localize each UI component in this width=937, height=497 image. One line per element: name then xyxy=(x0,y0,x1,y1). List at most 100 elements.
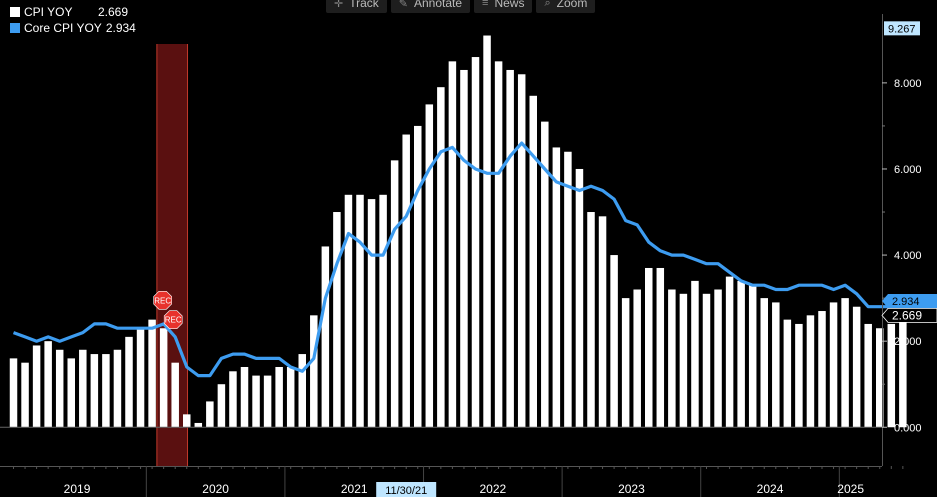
recession-marker-label: REC xyxy=(165,316,182,325)
cpi-bar[interactable] xyxy=(217,384,226,428)
cpi-bar[interactable] xyxy=(344,194,353,428)
cpi-bar[interactable] xyxy=(183,414,191,428)
cpi-bar[interactable] xyxy=(714,289,722,428)
x-tick-label: 2021 xyxy=(341,482,368,496)
cpi-bar[interactable] xyxy=(772,302,780,428)
core-cpi-line[interactable] xyxy=(12,141,904,378)
cpi-bar[interactable] xyxy=(125,336,133,428)
cpi-bar[interactable] xyxy=(795,323,803,428)
cpi-bar[interactable] xyxy=(448,61,457,428)
cpi-bar[interactable] xyxy=(691,280,699,428)
cpi-bar[interactable] xyxy=(725,276,734,428)
cpi-bar[interactable] xyxy=(206,401,214,428)
cpi-bar[interactable] xyxy=(529,95,538,428)
cpi-bar[interactable] xyxy=(356,194,364,428)
cpi-bar[interactable] xyxy=(541,121,549,428)
recession-marker-icon[interactable] xyxy=(163,310,183,329)
cpi-bar[interactable] xyxy=(425,104,434,428)
cpi-bar[interactable] xyxy=(818,311,826,428)
cpi-bar[interactable] xyxy=(852,306,861,428)
cpi-bar[interactable] xyxy=(471,57,480,428)
cpi-bar[interactable] xyxy=(575,168,584,428)
cpi-bar[interactable] xyxy=(32,345,41,428)
cpi-bar[interactable] xyxy=(275,366,283,428)
cpi-bar[interactable] xyxy=(229,371,237,428)
cpi-bar[interactable] xyxy=(668,289,676,428)
cpi-bar[interactable] xyxy=(506,69,514,428)
cpi-bar[interactable] xyxy=(748,285,757,428)
cursor-date-label: 11/30/21 xyxy=(385,485,427,497)
cpi-bar[interactable] xyxy=(621,298,630,428)
cpi-bar[interactable] xyxy=(21,362,29,428)
cpi-bar[interactable] xyxy=(483,35,491,428)
legend-item-cpi[interactable]: CPI YOY 2.669 xyxy=(10,4,136,20)
cpi-bar[interactable] xyxy=(390,160,399,428)
cpi-bar[interactable] xyxy=(136,328,145,428)
cursor-date-tag[interactable] xyxy=(376,482,437,497)
y-tick-label: 6.000 xyxy=(894,164,922,176)
cpi-bar[interactable] xyxy=(286,366,295,428)
cpi-bar[interactable] xyxy=(876,328,884,428)
cpi-bar[interactable] xyxy=(679,293,688,428)
toolbar-news-button[interactable]: ≡ News xyxy=(474,0,533,13)
cpi-bar[interactable] xyxy=(783,319,792,428)
cpi-bar[interactable] xyxy=(148,319,156,428)
cpi-bar[interactable] xyxy=(864,323,872,428)
cpi-bar[interactable] xyxy=(90,354,99,428)
cpi-bar[interactable] xyxy=(702,293,711,428)
cpi-bar[interactable] xyxy=(263,375,272,428)
cpi-bar[interactable] xyxy=(379,194,387,428)
toolbar-label: News xyxy=(494,0,525,10)
cpi-bar[interactable] xyxy=(252,375,260,428)
cpi-bar[interactable] xyxy=(899,311,907,428)
cpi-bar[interactable] xyxy=(79,349,87,428)
toolbar-label: Annotate xyxy=(414,0,463,10)
cpi-bar[interactable] xyxy=(333,212,341,428)
cpi-bar[interactable] xyxy=(806,315,815,428)
cpi-bar[interactable] xyxy=(460,69,468,428)
toolbar-track-button[interactable]: ✛ Track xyxy=(326,0,387,13)
cpi-bar[interactable] xyxy=(310,315,318,428)
cpi-bar[interactable] xyxy=(194,422,203,428)
cpi-bar[interactable] xyxy=(598,216,607,428)
legend-item-core-cpi[interactable]: Core CPI YOY 2.934 xyxy=(10,20,136,36)
cpi-bar[interactable] xyxy=(587,212,595,428)
cpi-bar[interactable] xyxy=(44,341,52,428)
cpi-bar[interactable] xyxy=(240,366,249,428)
cpi-bar[interactable] xyxy=(760,298,769,428)
cpi-bar[interactable] xyxy=(55,349,64,428)
cpi-bar[interactable] xyxy=(656,267,665,428)
cpi-bar[interactable] xyxy=(737,280,745,428)
cpi-bar[interactable] xyxy=(564,151,572,428)
cpi-bar[interactable] xyxy=(402,134,410,428)
recession-marker-icon[interactable] xyxy=(153,290,172,310)
cpi-bar[interactable] xyxy=(414,125,422,428)
toolbar-annotate-button[interactable]: ✎ Annotate xyxy=(390,0,471,13)
cpi-bar[interactable] xyxy=(9,358,18,428)
cpi-bar[interactable] xyxy=(113,349,122,428)
cpi-bar[interactable] xyxy=(494,61,503,428)
cpi-bar[interactable] xyxy=(367,199,376,428)
toolbar-zoom-button[interactable]: ⌕ Zoom xyxy=(536,0,596,13)
cpi-bar[interactable] xyxy=(633,289,641,428)
cpi-bar[interactable] xyxy=(829,302,838,428)
cpi-last-value-label: 2.669 xyxy=(892,308,922,322)
cpi-bar[interactable] xyxy=(887,323,896,428)
cpi-bar[interactable] xyxy=(552,147,561,428)
cpi-bar[interactable] xyxy=(171,362,179,428)
cpi-bar[interactable] xyxy=(159,328,168,428)
cpi-bar[interactable] xyxy=(841,298,849,428)
x-tick-label: 2023 xyxy=(618,482,645,496)
y-tick-label: 0.000 xyxy=(894,422,922,434)
cpi-bar[interactable] xyxy=(102,354,110,428)
cpi-bar[interactable] xyxy=(321,246,330,428)
cpi-bar[interactable] xyxy=(67,358,76,428)
x-tick-label: 2022 xyxy=(479,482,506,496)
cpi-bar[interactable] xyxy=(645,267,653,428)
cpi-bar[interactable] xyxy=(437,87,445,428)
cpi-bar[interactable] xyxy=(298,354,307,428)
cpi-bar[interactable] xyxy=(517,74,526,428)
cpi-bar[interactable] xyxy=(610,255,618,428)
legend-value: 2.669 xyxy=(98,5,129,19)
